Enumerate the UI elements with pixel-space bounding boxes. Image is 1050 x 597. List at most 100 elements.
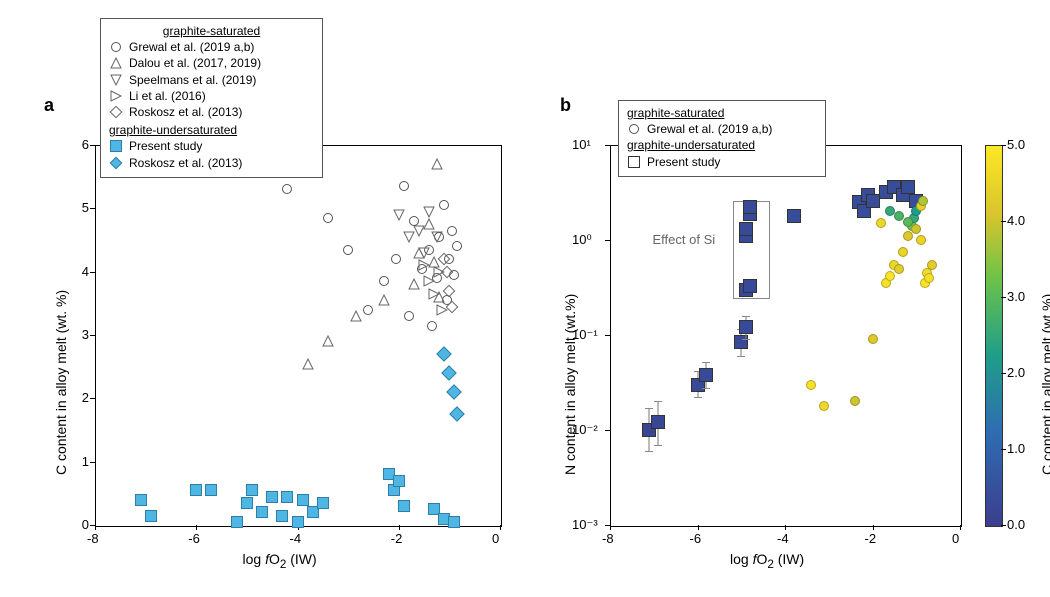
legend-a-item: Li et al. (2016) <box>129 88 206 104</box>
panel-b-circle <box>916 235 926 245</box>
panel-b-circle <box>924 273 934 283</box>
legend-a-item: Grewal et al. (2019 a,b) <box>129 39 254 55</box>
triangle-up-icon <box>109 56 123 70</box>
panel-b-square <box>739 320 753 334</box>
panel-a-tri-up <box>431 158 443 170</box>
panel-b-ylabel: N content in alloy melt (wt.%) <box>562 294 578 475</box>
panel-a-tri-up <box>408 278 420 290</box>
panel-a-blue-square <box>246 484 258 496</box>
panel-a-tri-up <box>302 358 314 370</box>
panel-b-square <box>743 279 757 293</box>
diamond-blue-icon <box>109 156 123 170</box>
panel-b-circle <box>894 264 904 274</box>
panel-a-blue-square <box>241 497 253 509</box>
panel-a-open-circle <box>439 200 449 210</box>
colorbar-tick: 4.0 <box>1007 213 1025 228</box>
panel-a-ytick: 4 <box>82 264 89 279</box>
panel-a-open-circle <box>452 241 462 251</box>
panel-a-ytick: 1 <box>82 454 89 469</box>
panel-a-open-circle <box>447 226 457 236</box>
panel-a-open-circle <box>399 181 409 191</box>
panel-a-xtick: -2 <box>391 531 403 546</box>
panel-a-blue-square <box>145 510 157 522</box>
colorbar-tick: 3.0 <box>1007 289 1025 304</box>
panel-a-open-circle <box>323 213 333 223</box>
panel-a-ytick: 2 <box>82 390 89 405</box>
panel-a-open-circle <box>427 321 437 331</box>
triangle-right-icon <box>109 89 123 103</box>
panel-a-blue-square <box>256 506 268 518</box>
panel-a-blue-square <box>231 516 243 528</box>
panel-b-circle <box>894 211 904 221</box>
panel-a-blue-square <box>205 484 217 496</box>
panel-a-tri-up <box>378 294 390 306</box>
panel-a-tri-down <box>413 225 425 237</box>
panel-a-open-circle <box>363 305 373 315</box>
panel-a-tri-down <box>418 247 430 259</box>
legend-b-item2-label: Present study <box>647 154 720 170</box>
legend-b-item1-label: Grewal et al. (2019 a,b) <box>647 121 772 137</box>
panel-a-open-circle <box>391 254 401 264</box>
colorbar-tick: 0.0 <box>1007 517 1025 532</box>
panel-b-circle <box>876 218 886 228</box>
panel-b-circle <box>927 260 937 270</box>
panel-b-xtick: -4 <box>777 531 789 546</box>
panel-a-label: a <box>44 95 54 116</box>
legend-a-item: Dalou et al. (2017, 2019) <box>129 55 261 71</box>
colorbar-tick: 1.0 <box>1007 441 1025 456</box>
panel-b-square <box>699 368 713 382</box>
panel-a-blue-square <box>292 516 304 528</box>
panel-b-label: b <box>560 95 571 116</box>
panel-a-xtick: -8 <box>87 531 99 546</box>
panel-a-blue-square <box>276 510 288 522</box>
panel-b-xtick: 0 <box>952 531 959 546</box>
panel-b-circle <box>885 206 895 216</box>
legend-a-sec2-title: graphite-undersaturated <box>109 123 237 137</box>
panel-a-ylabel: C content in alloy melt (wt. %) <box>53 290 69 475</box>
square-blue-icon <box>109 139 123 153</box>
legend-a-sec1-title: graphite-saturated <box>163 24 260 38</box>
panel-b-square <box>743 200 757 214</box>
panel-a-blue-square <box>135 494 147 506</box>
panel-a-tri-right <box>418 259 430 271</box>
panel-a-ytick: 5 <box>82 200 89 215</box>
panel-a-xlabel: log fO2 (IW) <box>243 551 317 571</box>
panel-b-ytick: 10¹ <box>572 137 591 152</box>
panel-a-blue-square <box>190 484 202 496</box>
diamond-open-icon <box>109 105 123 119</box>
legend-b-sec1-title: graphite-saturated <box>627 106 724 120</box>
panel-b-ytick: 10⁰ <box>572 232 592 248</box>
panel-b-circle <box>850 396 860 406</box>
panel-a-open-circle <box>379 276 389 286</box>
panel-a-legend: graphite-saturated Grewal et al. (2019 a… <box>100 18 323 178</box>
panel-b-xlabel: log fO2 (IW) <box>730 551 804 571</box>
panel-a-ytick: 6 <box>82 137 89 152</box>
panel-b-square <box>734 335 748 349</box>
panel-b-circle <box>911 224 921 234</box>
panel-a-ytick: 3 <box>82 327 89 342</box>
legend-a-item: Speelmans et al. (2019) <box>129 72 256 88</box>
panel-a-blue-square <box>266 491 278 503</box>
panel-b-square <box>787 209 801 223</box>
panel-a-blue-square <box>281 491 293 503</box>
panel-b-circle <box>918 196 928 206</box>
legend-b-sq-icon <box>627 155 641 169</box>
legend-b-sec2-title: graphite-undersaturated <box>627 138 755 152</box>
panel-a-tri-down <box>423 206 435 218</box>
panel-a-open-circle <box>343 245 353 255</box>
colorbar-tick: 5.0 <box>1007 137 1025 152</box>
panel-a-tri-up <box>322 335 334 347</box>
panel-b-square <box>901 180 915 194</box>
colorbar-title: C content in alloy melt (wt.%) <box>1039 294 1050 475</box>
colorbar <box>985 145 1003 527</box>
panel-b-square <box>651 415 665 429</box>
panel-b-xtick: -8 <box>602 531 614 546</box>
panel-b-circle <box>898 247 908 257</box>
panel-a-tri-down <box>393 209 405 221</box>
panel-a-open-circle <box>404 311 414 321</box>
legend-a-item: Roskosz et al. (2013) <box>129 155 242 171</box>
legend-a-item: Roskosz et al. (2013) <box>129 104 242 120</box>
colorbar-tick: 2.0 <box>1007 365 1025 380</box>
effect-of-si-label: Effect of Si <box>653 232 716 247</box>
panel-a-blue-square <box>393 475 405 487</box>
